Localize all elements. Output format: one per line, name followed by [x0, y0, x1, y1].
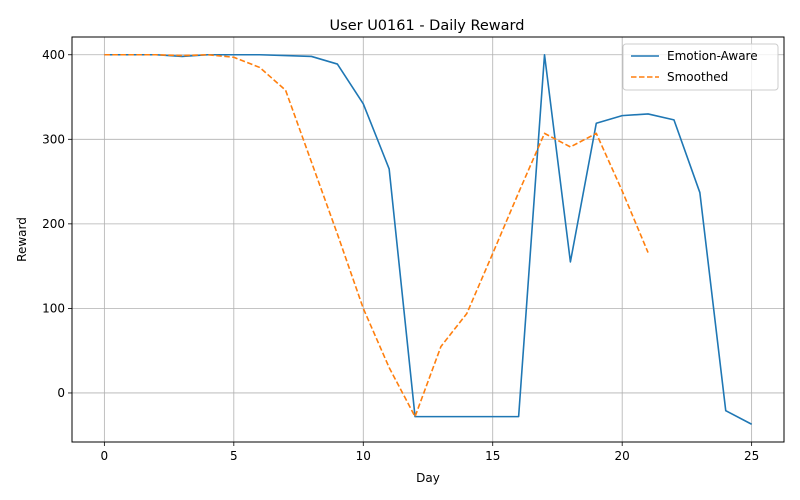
y-tick-label: 200	[42, 217, 65, 231]
x-tick-label: 5	[230, 449, 238, 463]
y-tick-label: 300	[42, 132, 65, 146]
series-line-smoothed	[104, 53, 649, 418]
legend-label-smoothed: Smoothed	[667, 70, 728, 84]
y-tick-label: 0	[57, 386, 65, 400]
legend: Emotion-Aware Smoothed	[622, 43, 779, 91]
x-axis-label: Day	[416, 471, 440, 485]
x-tick-label: 15	[485, 449, 500, 463]
chart-title: User U0161 - Daily Reward	[330, 18, 525, 34]
x-tick-label: 25	[744, 449, 759, 463]
x-tick-label: 10	[356, 449, 371, 463]
x-tick-label: 20	[615, 449, 630, 463]
axis-ticks: 0 5 10 15 20 25 0 100 200 300 400	[42, 48, 759, 463]
series-lines	[104, 53, 753, 425]
x-tick-label: 0	[101, 449, 109, 463]
y-axis-label: Reward	[15, 217, 29, 262]
y-tick-label: 100	[42, 301, 65, 315]
y-tick-label: 400	[42, 48, 65, 62]
legend-box	[622, 43, 779, 91]
plot-frame	[71, 36, 785, 443]
legend-label-emotion-aware: Emotion-Aware	[667, 49, 758, 63]
